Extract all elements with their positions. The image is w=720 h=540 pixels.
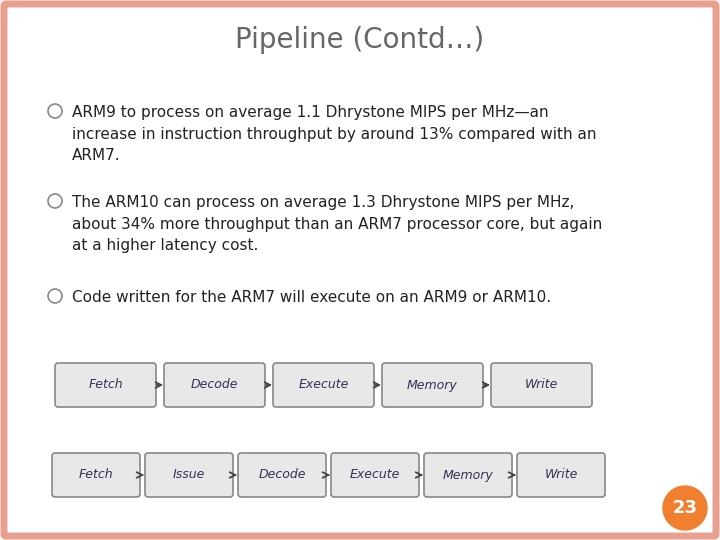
FancyBboxPatch shape bbox=[491, 363, 592, 407]
FancyBboxPatch shape bbox=[145, 453, 233, 497]
FancyBboxPatch shape bbox=[424, 453, 512, 497]
FancyBboxPatch shape bbox=[52, 453, 140, 497]
Text: Fetch: Fetch bbox=[78, 469, 113, 482]
Circle shape bbox=[48, 289, 62, 303]
FancyBboxPatch shape bbox=[55, 363, 156, 407]
Text: Code written for the ARM7 will execute on an ARM9 or ARM10.: Code written for the ARM7 will execute o… bbox=[72, 290, 551, 305]
FancyBboxPatch shape bbox=[331, 453, 419, 497]
Circle shape bbox=[663, 486, 707, 530]
Circle shape bbox=[48, 194, 62, 208]
Text: Write: Write bbox=[525, 379, 558, 392]
FancyBboxPatch shape bbox=[164, 363, 265, 407]
Text: Memory: Memory bbox=[443, 469, 493, 482]
FancyBboxPatch shape bbox=[238, 453, 326, 497]
Text: Pɪpеlɪnе (Cӯntd…): Pɪpеlɪnе (Cӯntd…) bbox=[354, 39, 366, 41]
Text: Pipeline (Contd…): Pipeline (Contd…) bbox=[235, 26, 485, 54]
Text: The ARM10 can process on average 1.3 Dhrystone MIPS per MHz,
about 34% more thro: The ARM10 can process on average 1.3 Dhr… bbox=[72, 195, 602, 253]
Text: Fetch: Fetch bbox=[88, 379, 123, 392]
Text: Decode: Decode bbox=[258, 469, 306, 482]
Text: ARM9 to process on average 1.1 Dhrystone MIPS per MHz—an
increase in instruction: ARM9 to process on average 1.1 Dhrystone… bbox=[72, 105, 596, 163]
Text: 23: 23 bbox=[672, 499, 698, 517]
FancyBboxPatch shape bbox=[382, 363, 483, 407]
FancyBboxPatch shape bbox=[273, 363, 374, 407]
Text: Issue: Issue bbox=[173, 469, 205, 482]
FancyBboxPatch shape bbox=[517, 453, 605, 497]
Text: Write: Write bbox=[544, 469, 577, 482]
Text: Memory: Memory bbox=[407, 379, 458, 392]
Text: Execute: Execute bbox=[298, 379, 348, 392]
Text: Decode: Decode bbox=[191, 379, 238, 392]
Text: Execute: Execute bbox=[350, 469, 400, 482]
Circle shape bbox=[48, 104, 62, 118]
FancyBboxPatch shape bbox=[4, 4, 716, 536]
